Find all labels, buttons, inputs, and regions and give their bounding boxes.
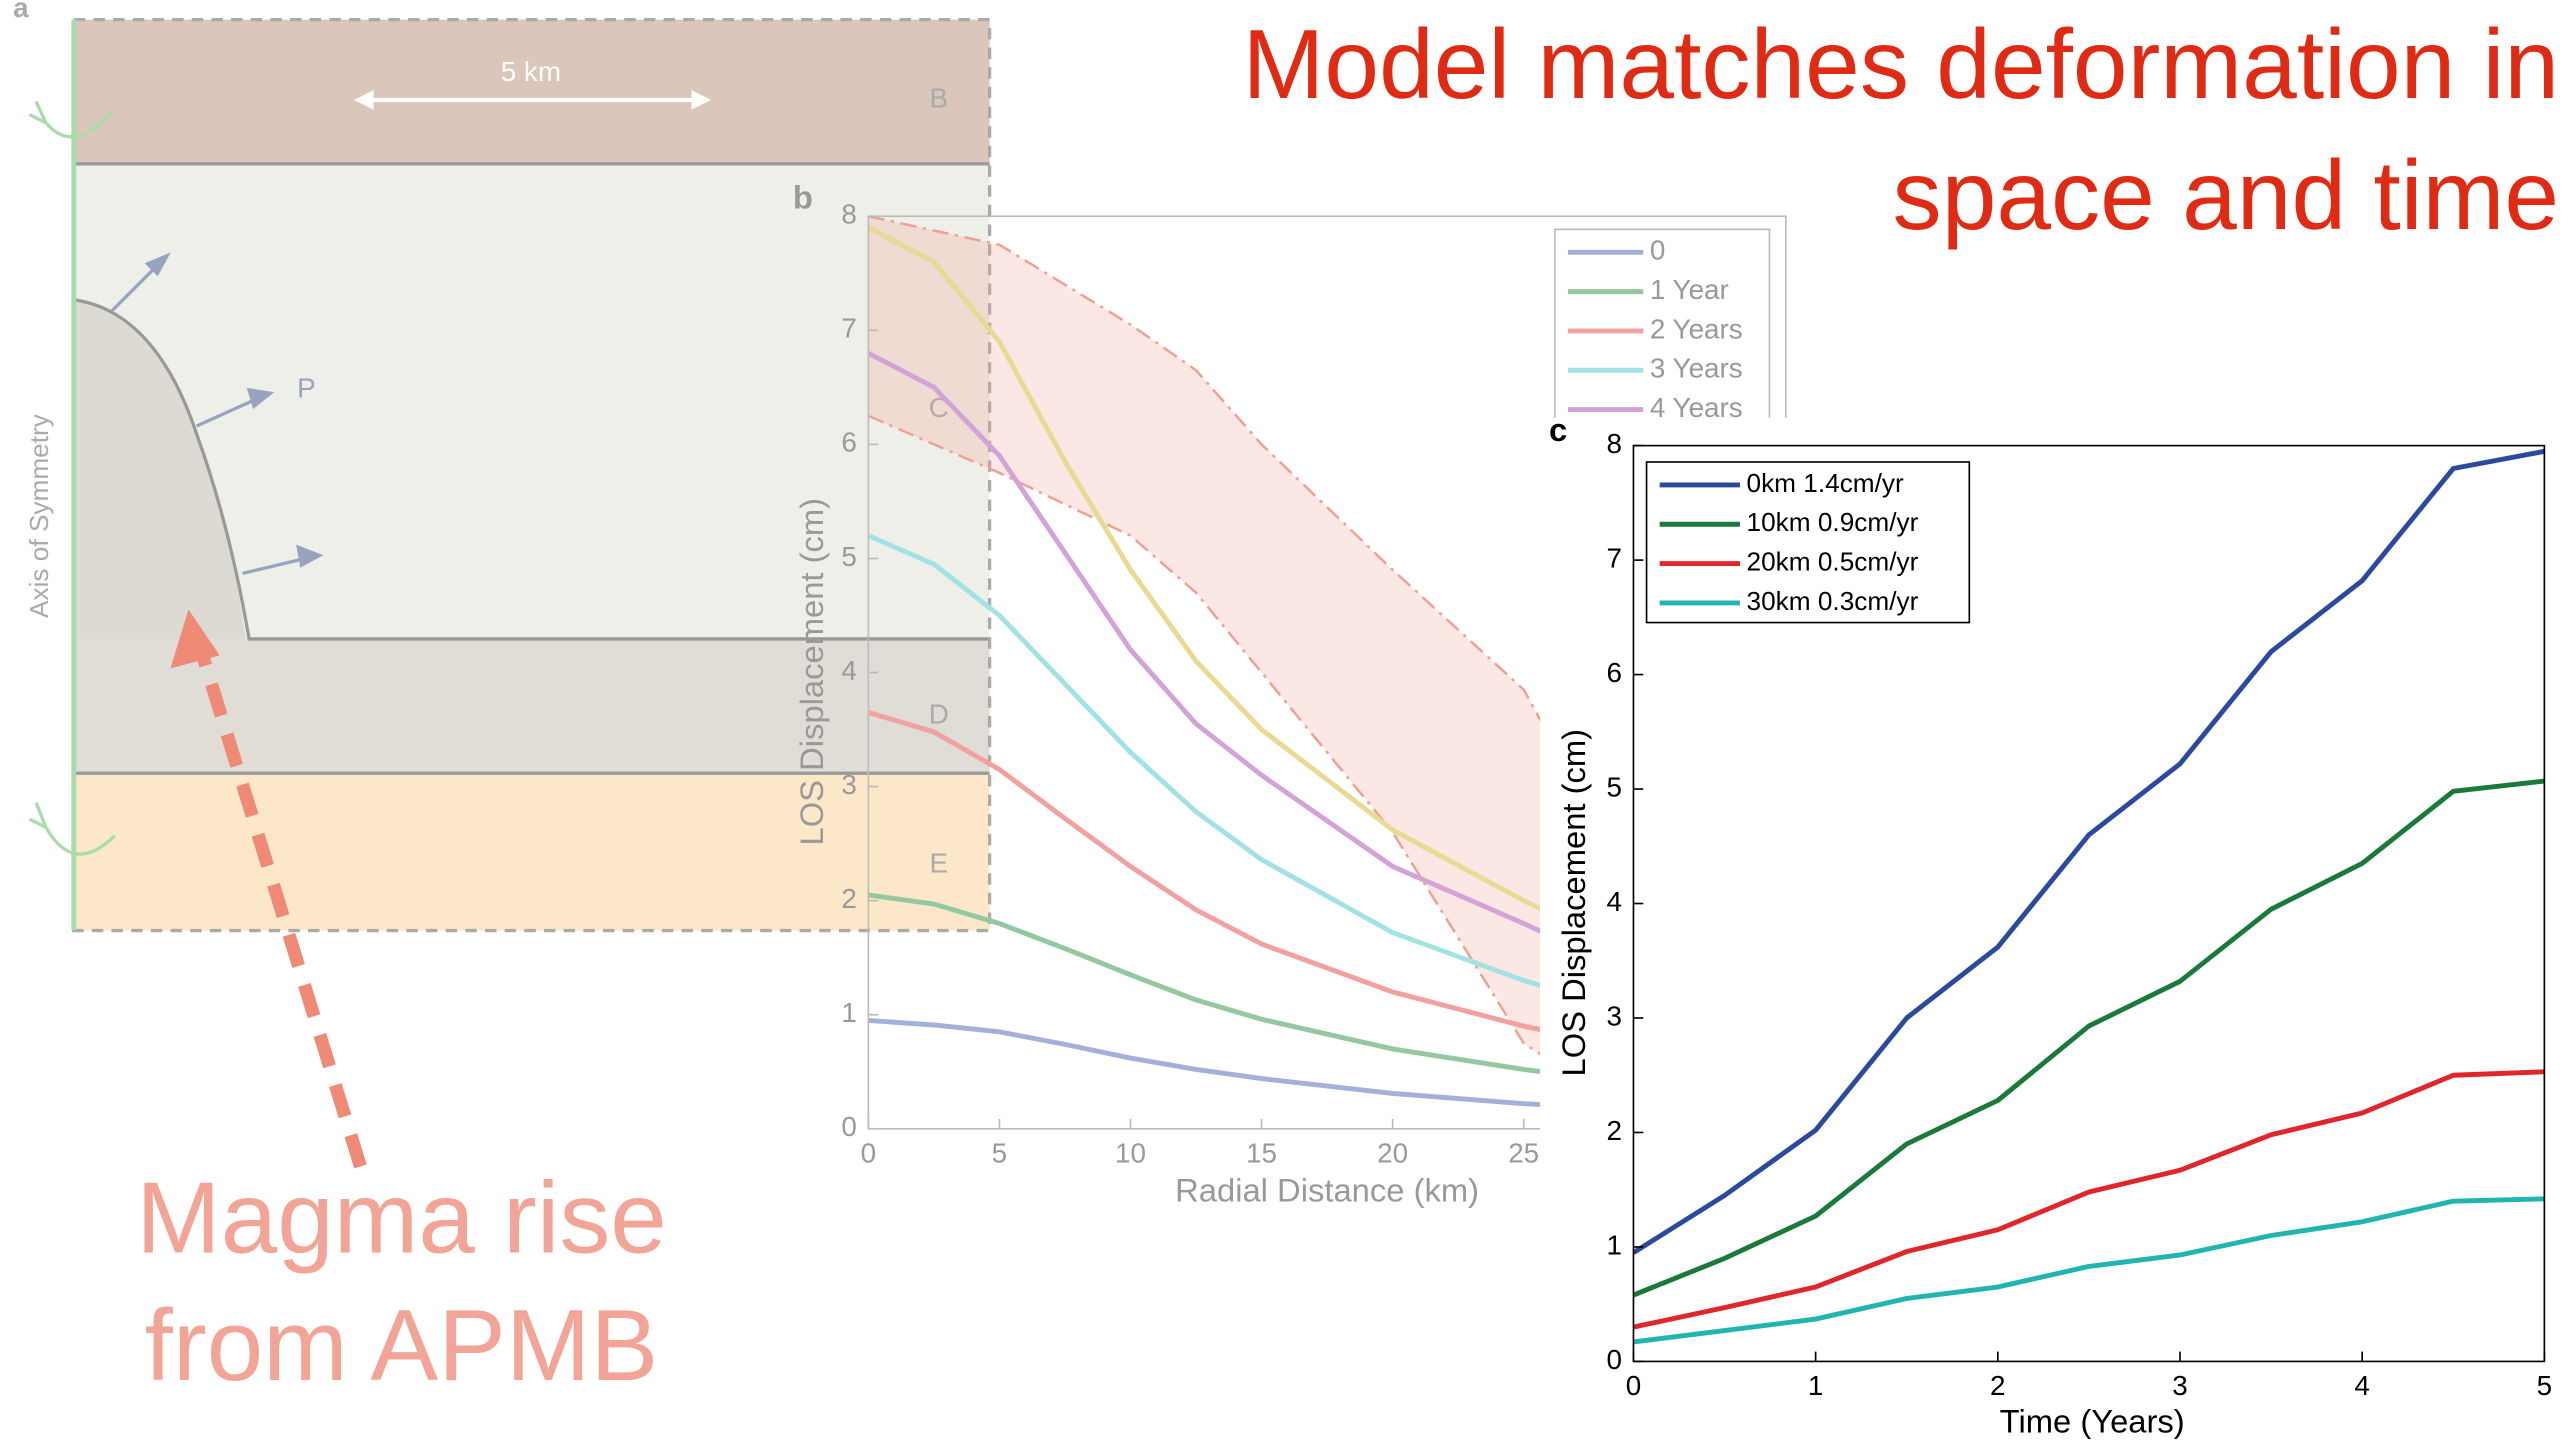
series-line <box>1633 1196 2545 1345</box>
y-axis-label: LOS Displacement (cm) <box>1555 729 1592 1077</box>
x-tick-label: 5 <box>2537 1370 2553 1401</box>
x-tick-label: 2 <box>1990 1370 2006 1401</box>
y-tick-label: 5 <box>841 541 856 572</box>
y-tick-label: 0 <box>1606 1344 1622 1375</box>
legend-label: 20km 0.5cm/yr <box>1747 546 1919 576</box>
legend-label: 0 <box>1650 235 1666 266</box>
x-tick-label: 1 <box>1808 1370 1824 1401</box>
legend-label: 10km 0.9cm/yr <box>1747 507 1919 537</box>
legend-label: 30km 0.3cm/yr <box>1747 586 1919 616</box>
y-tick-label: 2 <box>841 883 856 914</box>
y-tick-label: 6 <box>841 427 856 458</box>
annotation: from APMB <box>145 1288 659 1402</box>
y-tick-label: 7 <box>841 313 856 344</box>
y-tick-label: 0 <box>841 1111 856 1142</box>
slide-title: Model matches deformation in <box>1243 9 2560 119</box>
x-tick-label: 4 <box>2354 1370 2370 1401</box>
x-tick-label: 5 <box>992 1137 1008 1168</box>
y-tick-label: 8 <box>1606 428 1622 459</box>
x-axis-label: Time (Years) <box>2000 1402 2185 1439</box>
y-tick-label: 7 <box>1606 542 1622 573</box>
x-tick-label: 20 <box>1377 1137 1408 1168</box>
y-tick-label: 4 <box>841 655 856 686</box>
chart-c: 0 1 2 3 4 5 0 1 2 3 4 5 6 7 8 Time (Years) LOS Displacem… <box>1540 411 2569 1444</box>
rotation-arrow <box>28 100 113 139</box>
y-tick-label: 1 <box>841 997 856 1028</box>
legend-label: 0km 1.4cm/yr <box>1747 468 1905 498</box>
pressure-label: P <box>297 372 316 403</box>
y-tick-label: 4 <box>1606 886 1622 917</box>
series-line <box>1633 1069 2545 1330</box>
layer-label: B <box>930 82 949 113</box>
domain-box <box>72 18 992 933</box>
layer-b <box>73 19 990 164</box>
x-tick-label: 15 <box>1246 1137 1277 1168</box>
panel-label: c <box>1549 411 1567 448</box>
layer-label: E <box>930 847 949 878</box>
body-outline <box>73 298 990 641</box>
y-tick-label: 5 <box>1606 771 1622 802</box>
legend-label: 3 Years <box>1650 353 1743 384</box>
y-tick-label: 1 <box>1606 1229 1622 1260</box>
series-line <box>1633 448 2545 1255</box>
annotation: Magma rise <box>136 1160 667 1274</box>
layer-e <box>73 773 990 931</box>
x-axis-label: Radial Distance (km) <box>1175 1171 1479 1208</box>
envelope-bound <box>868 216 1604 833</box>
pressure-arrows <box>110 252 324 575</box>
diagram: 5 km a B C D E P Axis of Symmetry <box>13 0 992 933</box>
envelope-bound <box>868 414 1604 1096</box>
x-tick-label: 25 <box>1508 1137 1539 1168</box>
legend-label: 1 Year <box>1650 274 1729 305</box>
x-tick-label: 10 <box>1115 1137 1146 1168</box>
y-tick-label: 6 <box>1606 657 1622 688</box>
y-tick-label: 8 <box>841 199 856 230</box>
plot-area <box>1633 448 2545 1345</box>
y-axis-label: LOS Displacement (cm) <box>793 498 830 846</box>
x-tick-label: 3 <box>2172 1370 2188 1401</box>
magma-arrow <box>195 650 367 1169</box>
magma-arrow-head <box>170 609 220 669</box>
slide-title: space and time <box>1893 140 2560 250</box>
y-tick-label: 2 <box>1606 1115 1622 1146</box>
legend-box <box>1645 461 1971 624</box>
magma-body <box>73 299 246 639</box>
legend-label: 2 Years <box>1650 313 1743 344</box>
layer-label: D <box>929 698 949 729</box>
axis-label: Axis of Symmetry <box>24 413 54 618</box>
x-tick-label: 0 <box>861 1137 877 1168</box>
rotation-arrow <box>28 802 116 856</box>
y-tick-label: 3 <box>1606 1000 1622 1031</box>
y-tick-label: 3 <box>841 769 856 800</box>
panel-label: b <box>793 179 813 216</box>
series-line <box>1633 778 2545 1298</box>
panel-label: a <box>13 0 29 23</box>
x-tick-label: 0 <box>1626 1370 1642 1401</box>
scale-label: 5 km <box>501 56 561 87</box>
